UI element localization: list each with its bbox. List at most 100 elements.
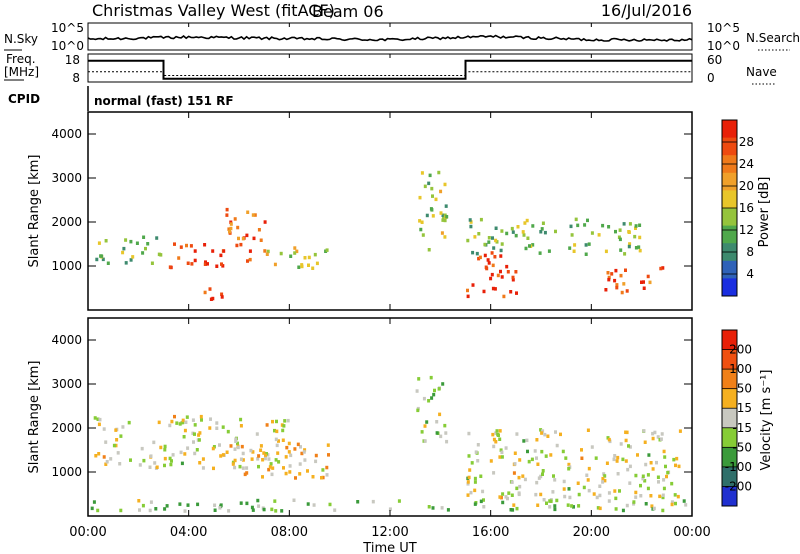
date-title: 16/Jul/2016 — [601, 1, 692, 20]
velocity-cell-0 — [233, 465, 237, 470]
power-cell-8 — [661, 266, 665, 270]
velocity-cell-3 — [507, 491, 511, 495]
velocity-cell-3 — [642, 429, 646, 433]
velocity-cell-4 — [178, 502, 182, 506]
velocity-cell-4 — [501, 500, 505, 505]
velocity-cell-3 — [676, 494, 680, 499]
power-cell-1 — [233, 217, 237, 221]
nave-tick-high: 60 — [707, 53, 722, 67]
velocity-cell-3 — [641, 476, 645, 481]
velocity-cell-0 — [170, 459, 173, 463]
velocity-cell-0 — [197, 438, 201, 442]
velocity-cell-3 — [605, 461, 609, 465]
nsky-panel: N.Sky 10^5 10^0 10^5 10^0 N.Search — [4, 21, 800, 53]
power-cell-6 — [515, 291, 518, 295]
velocity-cell-0 — [234, 437, 238, 441]
velocity-colorbar-swatch — [722, 388, 737, 409]
velocity-cell-3 — [644, 462, 648, 467]
velocity-cell-3 — [504, 446, 508, 450]
nsearch-tick-low: 10^0 — [707, 39, 740, 53]
velocity-cell-3 — [513, 462, 517, 466]
power-cell-4 — [220, 292, 224, 296]
power-cell-2 — [124, 261, 128, 265]
velocity-cell-4 — [431, 506, 435, 510]
velocity-cell-0 — [93, 416, 97, 420]
velocity-cell-3 — [523, 477, 527, 482]
velocity-cell-3 — [504, 495, 508, 499]
velocity-cell-3 — [482, 498, 485, 502]
velocity-cell-3 — [501, 492, 505, 496]
velocity-ytick-label: 2000 — [51, 421, 82, 435]
power-cell-1 — [259, 238, 263, 242]
power-cell-7 — [628, 222, 632, 226]
velocity-colorbar-swatch — [722, 349, 737, 370]
velocity-cell-0 — [265, 452, 268, 456]
power-cell-7 — [525, 218, 529, 223]
velocity-colorbar-swatch — [722, 466, 737, 487]
velocity-cell-0 — [185, 415, 189, 419]
power-cell-3 — [307, 263, 310, 267]
power-cell-3 — [295, 249, 299, 254]
power-cell-7 — [633, 234, 637, 239]
velocity-cell-4 — [621, 508, 625, 513]
velocity-cell-3 — [515, 486, 519, 491]
power-cell-5 — [431, 194, 434, 198]
power-cell-5 — [427, 248, 431, 252]
power-cell-7 — [528, 244, 531, 248]
nave-label: Nave — [746, 65, 777, 79]
velocity-cell-4 — [446, 508, 450, 512]
power-cell-7 — [494, 226, 498, 230]
velocity-cell-4 — [388, 507, 392, 511]
velocity-cell-0 — [109, 457, 113, 461]
velocity-cell-4 — [154, 507, 158, 511]
velocity-cell-3 — [587, 488, 591, 493]
power-cell-8 — [642, 286, 646, 290]
power-colorbar-tick-label: 20 — [739, 179, 754, 193]
power-cell-7 — [522, 233, 526, 237]
velocity-cell-1 — [249, 448, 253, 453]
velocity-colorbar-frame — [721, 329, 738, 507]
power-cell-7 — [554, 229, 557, 234]
velocity-colorbar-swatch — [722, 408, 737, 429]
velocity-cell-3 — [586, 428, 590, 432]
velocity-cell-0 — [250, 457, 254, 461]
velocity-cell-3 — [474, 450, 478, 454]
velocity-cell-1 — [257, 454, 261, 458]
power-colorbar-swatch — [722, 172, 737, 191]
velocity-cell-0 — [163, 444, 167, 449]
velocity-cell-1 — [240, 444, 244, 449]
velocity-cell-1 — [229, 444, 233, 448]
velocity-cell-3 — [613, 454, 617, 458]
velocity-cell-3 — [641, 474, 645, 478]
power-cell-2 — [157, 252, 161, 257]
power-cell-7 — [487, 236, 491, 240]
velocity-cell-3 — [546, 434, 550, 438]
velocity-cell-3 — [476, 459, 480, 463]
velocity-colorbar-tick-label: 15 — [737, 401, 752, 415]
power-cell-7 — [619, 248, 623, 252]
velocity-cell-3 — [580, 456, 584, 460]
velocity-cell-3 — [492, 444, 496, 449]
velocity-cell-1 — [262, 451, 266, 455]
power-cell-4 — [208, 287, 212, 291]
power-cell-3 — [325, 248, 329, 252]
velocity-cell-3 — [526, 449, 529, 454]
power-cell-1 — [227, 227, 231, 231]
velocity-cell-3 — [517, 475, 521, 480]
velocity-cell-0 — [140, 446, 144, 451]
velocity-cell-0 — [163, 463, 166, 468]
velocity-cell-3 — [551, 490, 555, 494]
velocity-cell-1 — [314, 459, 318, 464]
velocity-cell-3 — [466, 493, 470, 497]
velocity-cell-3 — [561, 449, 565, 454]
velocity-cell-4 — [596, 506, 600, 510]
velocity-cell-4 — [548, 505, 552, 509]
velocity-cell-0 — [259, 448, 263, 452]
velocity-cell-0 — [163, 456, 167, 461]
velocity-cell-0 — [277, 439, 280, 443]
power-cell-2 — [150, 261, 154, 265]
power-cell-8 — [619, 273, 623, 278]
power-cell-6 — [511, 278, 515, 282]
velocity-cell-3 — [498, 455, 502, 459]
power-cell-6 — [506, 270, 510, 274]
